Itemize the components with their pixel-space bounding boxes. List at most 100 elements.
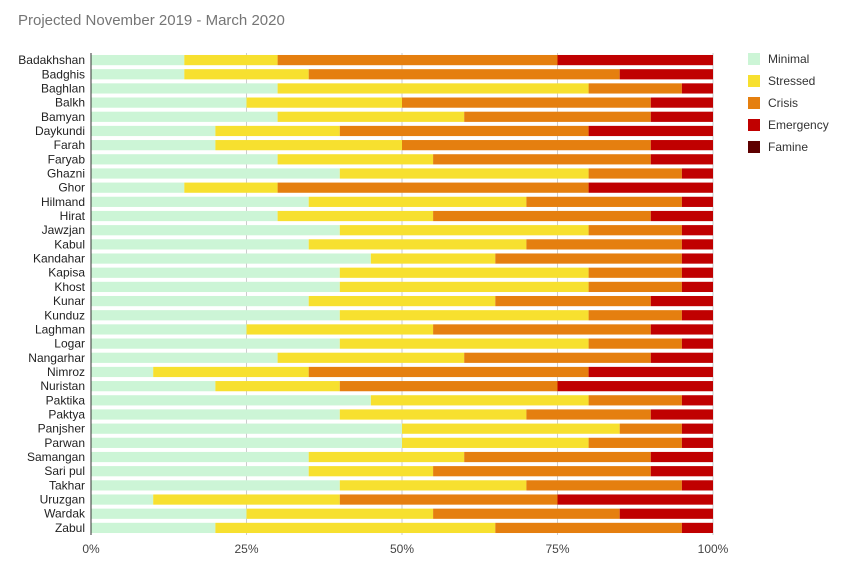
bar-segment-crisis xyxy=(402,140,651,151)
bar-segment-stressed xyxy=(184,54,278,66)
bar-segment-emergency xyxy=(650,451,713,463)
bar-segment-minimal xyxy=(91,295,309,307)
bar-segment-emergency xyxy=(650,140,713,151)
category-label: Samangan xyxy=(27,450,85,464)
category-label: Badghis xyxy=(42,67,85,81)
bar-segment-minimal xyxy=(91,423,402,434)
category-label: Farah xyxy=(54,138,85,152)
bar-segment-stressed xyxy=(339,310,589,321)
legend: Minimal Stressed Crisis Emergency Famine xyxy=(748,48,829,158)
bar-segment-minimal xyxy=(91,182,185,193)
legend-item: Crisis xyxy=(748,92,829,114)
bar-segment-minimal xyxy=(91,381,216,392)
bar-segment-stressed xyxy=(215,522,496,534)
bar-segment-stressed xyxy=(246,324,434,335)
bar-segment-emergency xyxy=(650,210,713,222)
bar-segment-minimal xyxy=(91,324,247,335)
bar-segment-emergency xyxy=(650,111,713,122)
bar-segment-crisis xyxy=(433,466,651,477)
bar-segment-emergency xyxy=(681,168,713,179)
bar-segment-crisis xyxy=(402,97,651,108)
bar-segment-stressed xyxy=(308,451,465,463)
bar-segment-crisis xyxy=(339,381,558,392)
bar-segment-crisis xyxy=(588,225,682,236)
legend-swatch xyxy=(748,53,760,65)
bar-segment-emergency xyxy=(681,267,713,278)
bar-segment-crisis xyxy=(308,366,589,378)
bar-segment-crisis xyxy=(433,324,651,335)
bar-segment-stressed xyxy=(277,210,434,222)
bar-segment-crisis xyxy=(526,409,651,420)
category-label: Hirat xyxy=(60,209,86,223)
bar-segment-crisis xyxy=(588,310,682,321)
bar-segment-stressed xyxy=(277,83,589,94)
bar-segment-crisis xyxy=(619,423,682,434)
bar-segment-crisis xyxy=(588,281,682,293)
bar-segment-emergency xyxy=(588,366,713,378)
bar-segment-minimal xyxy=(91,494,154,505)
bar-segment-crisis xyxy=(464,451,651,463)
bar-segment-crisis xyxy=(464,111,651,122)
bar-segment-emergency xyxy=(681,225,713,236)
category-label: Faryab xyxy=(48,152,86,166)
bar-segment-stressed xyxy=(339,168,589,179)
legend-item: Minimal xyxy=(748,48,829,70)
bar-segment-minimal xyxy=(91,125,216,137)
category-label: Jawzjan xyxy=(42,223,85,237)
bar-segment-crisis xyxy=(339,494,558,505)
category-label: Baghlan xyxy=(41,81,85,95)
category-label: Sari pul xyxy=(44,464,85,478)
bar-segment-stressed xyxy=(246,97,402,108)
bar-segment-minimal xyxy=(91,210,278,222)
bar-segment-stressed xyxy=(277,352,465,363)
legend-swatch xyxy=(748,75,760,87)
bar-segment-minimal xyxy=(91,239,309,250)
bar-segment-emergency xyxy=(619,508,713,519)
bar-segment-minimal xyxy=(91,154,278,165)
bar-segment-minimal xyxy=(91,97,247,108)
bar-segment-minimal xyxy=(91,196,309,207)
bar-segment-stressed xyxy=(215,140,402,151)
bar-segment-stressed xyxy=(277,111,465,122)
bar-segment-minimal xyxy=(91,480,340,491)
legend-label: Crisis xyxy=(768,96,798,110)
category-label: Panjsher xyxy=(38,422,85,436)
legend-item: Stressed xyxy=(748,70,829,92)
category-label: Laghman xyxy=(35,322,85,336)
category-label: Wardak xyxy=(44,507,86,521)
bar-segment-minimal xyxy=(91,395,371,406)
legend-swatch xyxy=(748,119,760,131)
bar-segment-emergency xyxy=(681,437,713,448)
category-label: Logar xyxy=(54,337,85,351)
bar-segment-emergency xyxy=(681,480,713,491)
category-label: Nuristan xyxy=(40,379,85,393)
bar-segment-emergency xyxy=(588,182,713,193)
category-label: Nimroz xyxy=(47,365,85,379)
bar-segment-stressed xyxy=(402,437,589,448)
bar-segment-emergency xyxy=(681,83,713,94)
bar-segment-crisis xyxy=(588,338,682,349)
bar-segment-emergency xyxy=(619,69,713,80)
category-label: Kunar xyxy=(53,294,85,308)
bar-segment-stressed xyxy=(184,69,309,80)
bar-segment-crisis xyxy=(433,508,620,519)
category-label: Bamyan xyxy=(41,110,85,124)
bar-segment-minimal xyxy=(91,451,309,463)
category-label: Paktya xyxy=(48,408,85,422)
category-label: Kunduz xyxy=(44,308,85,322)
bar-segment-crisis xyxy=(495,253,682,264)
bar-segment-stressed xyxy=(370,253,496,264)
bar-segment-emergency xyxy=(681,338,713,349)
bar-segment-stressed xyxy=(308,239,527,250)
bar-segment-emergency xyxy=(650,154,713,165)
bar-segment-emergency xyxy=(681,253,713,264)
bar-segment-minimal xyxy=(91,54,185,66)
bar-segment-crisis xyxy=(464,352,651,363)
bar-segment-crisis xyxy=(526,196,682,207)
legend-item: Emergency xyxy=(748,114,829,136)
bar-segment-minimal xyxy=(91,466,309,477)
bar-segment-emergency xyxy=(681,310,713,321)
bar-segment-stressed xyxy=(402,423,620,434)
bar-segment-stressed xyxy=(308,196,527,207)
bar-segment-minimal xyxy=(91,253,371,264)
